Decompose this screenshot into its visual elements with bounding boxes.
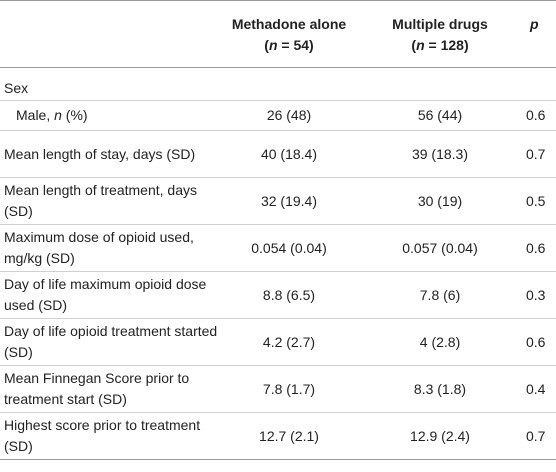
row-label: Sex — [4, 80, 29, 96]
header-methadone-title: Methadone alone — [231, 16, 347, 32]
table-row-sex: Sex — [0, 68, 556, 101]
row-label: Mean length of stay, days (SD) — [0, 130, 220, 178]
cell-p: 0.6 — [522, 224, 556, 272]
cell-multiple: 7.8 (6) — [358, 271, 522, 319]
table-row: Maximum dose of opioid used, mg/kg (SD) … — [0, 224, 556, 272]
table-row: Day of life opioid treatment started (SD… — [0, 318, 556, 366]
cell-methadone: 4.2 (2.7) — [220, 318, 358, 366]
table-row: Day of life maximum opioid dose used (SD… — [0, 271, 556, 319]
header-methadone-n-open: ( — [264, 37, 269, 53]
row-label: Mean length of treatment, days (SD) — [0, 177, 220, 225]
row-label: Highest score prior to treatment (SD) — [0, 412, 220, 460]
header-multiple-drugs: Multiple drugs (n = 128) — [358, 0, 522, 68]
row-label-male-suffix: (%) — [61, 107, 88, 123]
table-row: Mean length of treatment, days (SD) 32 (… — [0, 177, 556, 225]
header-methadone-n-value: = 54) — [277, 37, 314, 53]
table-row: Mean length of stay, days (SD) 40 (18.4)… — [0, 130, 556, 178]
cell-multiple: 39 (18.3) — [358, 130, 522, 178]
row-label-male: Male, n (%) — [0, 100, 220, 131]
row-label: Mean Finnegan Score prior to treatment s… — [0, 365, 220, 413]
header-multiple-title: Multiple drugs — [392, 16, 488, 32]
header-blank-cell — [0, 0, 220, 68]
cell-p: 0.4 — [522, 365, 556, 413]
cell-methadone: 32 (19.4) — [220, 177, 358, 225]
cell-multiple: 8.3 (1.8) — [358, 365, 522, 413]
comparison-table: Methadone alone (n = 54) Multiple drugs … — [0, 0, 556, 460]
row-label: Day of life maximum opioid dose used (SD… — [0, 271, 220, 319]
cell-methadone: 0.054 (0.04) — [220, 224, 358, 272]
row-label: Maximum dose of opioid used, mg/kg (SD) — [0, 224, 220, 272]
cell-p: 0.6 — [522, 318, 556, 366]
cell-p: 0.5 — [522, 177, 556, 225]
cell-multiple: 30 (19) — [358, 177, 522, 225]
cell-multiple: 0.057 (0.04) — [358, 224, 522, 272]
table-row: Highest score prior to treatment (SD) 12… — [0, 412, 556, 460]
cell-methadone: 7.8 (1.7) — [220, 365, 358, 413]
header-multiple-n-var: n — [416, 37, 425, 53]
cell-p — [522, 68, 556, 101]
row-label-male-var: n — [54, 107, 62, 123]
header-methadone-n-var: n — [268, 37, 278, 53]
cell-multiple: 4 (2.8) — [358, 318, 522, 366]
row-label: Day of life opioid treatment started (SD… — [0, 318, 220, 366]
header-multiple-n-value: = 128) — [424, 37, 469, 53]
header-p-value: p — [522, 0, 556, 68]
cell-multiple: 56 (44) — [358, 100, 522, 131]
cell-methadone: 8.8 (6.5) — [220, 271, 358, 319]
cell-p: 0.7 — [522, 130, 556, 178]
cell-p: 0.6 — [522, 100, 556, 131]
table-row: Mean Finnegan Score prior to treatment s… — [0, 365, 556, 413]
cell-p: 0.7 — [522, 412, 556, 460]
cell-p: 0.3 — [522, 271, 556, 319]
cell-methadone: 12.7 (2.1) — [220, 412, 358, 460]
header-methadone-alone: Methadone alone (n = 54) — [220, 0, 358, 68]
table-row-male: Male, n (%) 26 (48) 56 (44) 0.6 — [0, 100, 556, 131]
cell-methadone — [220, 68, 358, 101]
header-row: Methadone alone (n = 54) Multiple drugs … — [0, 0, 556, 68]
header-methadone-n: (n = 54) — [220, 35, 358, 56]
cell-multiple — [358, 68, 522, 101]
header-multiple-n-open: ( — [411, 37, 417, 53]
row-label-male-prefix: Male, — [16, 107, 55, 123]
cell-methadone: 40 (18.4) — [220, 130, 358, 178]
cell-methadone: 26 (48) — [220, 100, 358, 131]
header-multiple-n: (n = 128) — [358, 35, 522, 56]
cell-multiple: 12.9 (2.4) — [358, 412, 522, 460]
